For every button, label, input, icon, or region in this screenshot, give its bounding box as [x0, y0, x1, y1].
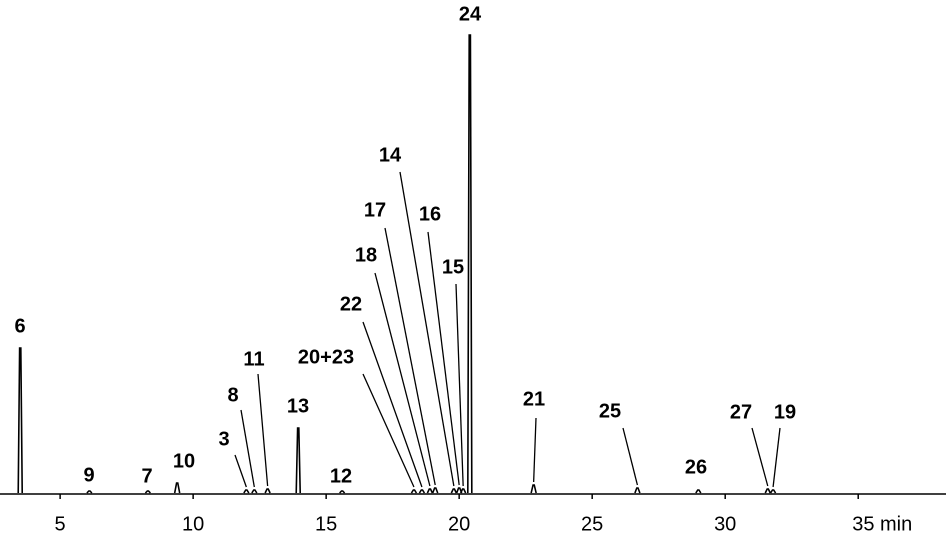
peak-label: 7 — [141, 465, 152, 487]
x-tick-label: 35 min — [852, 513, 912, 535]
peak — [17, 347, 24, 494]
peak — [339, 490, 346, 494]
peak-label: 12 — [330, 465, 352, 487]
leader-line — [751, 427, 769, 487]
peak-label: 25 — [599, 400, 621, 422]
peak-label: 11 — [243, 348, 264, 370]
x-tick-label: 30 — [714, 513, 736, 535]
peak — [264, 488, 271, 494]
x-tick-label: 20 — [448, 513, 470, 535]
peak — [426, 488, 434, 494]
peak-label: 24 — [459, 3, 482, 25]
peak — [467, 34, 473, 494]
leader-line — [533, 417, 537, 483]
peak — [410, 489, 418, 494]
leader-line — [240, 409, 255, 488]
peak — [455, 487, 463, 494]
leader-line — [399, 171, 455, 487]
peak-label: 22 — [340, 293, 362, 315]
peak — [634, 487, 641, 494]
peak-label: 17 — [364, 199, 386, 221]
leader-line — [362, 373, 415, 488]
peak — [764, 488, 771, 494]
leader-line — [257, 373, 269, 487]
peak — [431, 487, 439, 494]
leader-line — [772, 427, 781, 488]
peak — [251, 489, 258, 494]
x-tick-label: 15 — [315, 513, 337, 535]
x-tick-label: 10 — [182, 513, 204, 535]
peak — [450, 488, 458, 494]
peak — [530, 484, 537, 494]
leader-line — [374, 272, 431, 487]
peak-label: 20+23 — [298, 346, 354, 368]
peak-label: 6 — [14, 315, 25, 337]
leader-line — [384, 227, 436, 486]
peak-label: 10 — [173, 450, 195, 472]
peak-label: 16 — [419, 203, 441, 225]
peak-label: 9 — [83, 464, 94, 486]
leader-line — [622, 427, 639, 486]
peak-label: 26 — [685, 456, 707, 478]
peak-label: 15 — [442, 256, 464, 278]
peak-label: 27 — [730, 401, 752, 423]
peak — [418, 489, 426, 494]
peak — [459, 488, 467, 494]
peak-label: 14 — [379, 144, 402, 166]
peak — [695, 489, 702, 494]
leader-line — [427, 231, 460, 486]
peak-label: 8 — [227, 384, 238, 406]
x-tick-label: 25 — [581, 513, 603, 535]
leader-line — [362, 321, 423, 488]
x-tick-label: 5 — [55, 513, 66, 535]
peak — [144, 490, 151, 494]
leader-line — [455, 283, 464, 487]
peak — [769, 489, 777, 494]
peak-label: 21 — [523, 388, 545, 410]
peak-label: 13 — [287, 395, 309, 417]
peak — [86, 490, 93, 494]
peak-label: 18 — [355, 244, 377, 266]
peak — [173, 482, 181, 494]
peak — [295, 427, 302, 494]
leader-line — [234, 454, 247, 488]
peak-label: 3 — [218, 428, 229, 450]
peak — [243, 489, 250, 494]
peak-label: 19 — [774, 401, 796, 423]
